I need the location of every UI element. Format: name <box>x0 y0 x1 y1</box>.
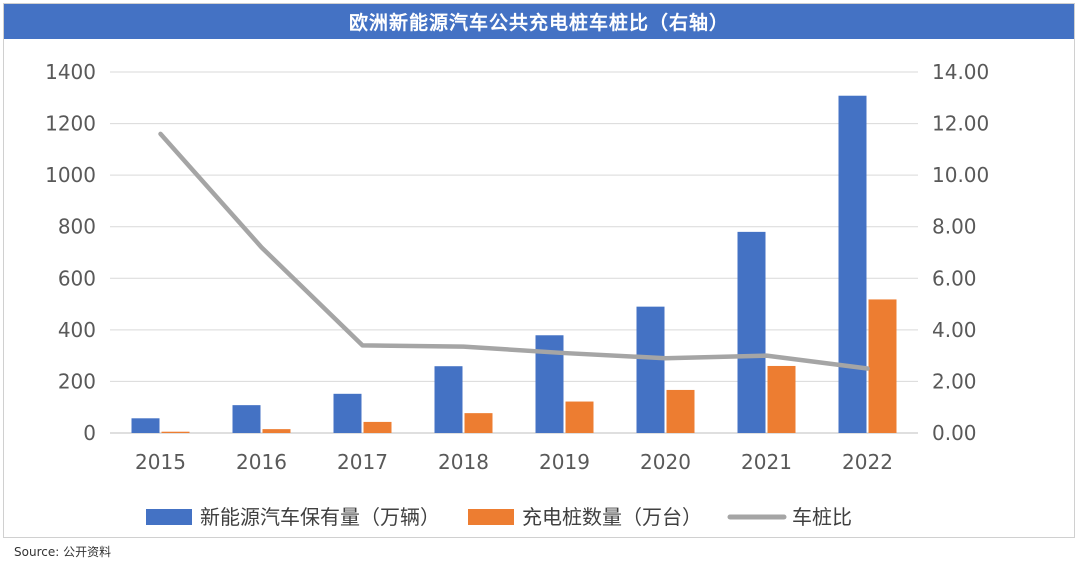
legend-swatch-charger-count <box>468 509 514 525</box>
ratio-series-line <box>158 131 870 371</box>
left-axis-tick-label: 0 <box>83 421 96 445</box>
grid-lines <box>110 71 918 434</box>
legend: 新能源汽车保有量（万辆） 充电桩数量（万台） 车桩比 <box>146 505 852 529</box>
legend-label: 新能源汽车保有量（万辆） <box>200 505 440 529</box>
left-axis-tick-label: 200 <box>58 369 96 393</box>
x-axis-tick-label: 2016 <box>236 450 287 474</box>
left-axis-tick-label: 600 <box>58 266 96 290</box>
bar-charger-count <box>565 401 594 433</box>
legend-label: 车桩比 <box>792 505 852 529</box>
left-axis-tick-label: 400 <box>58 318 96 342</box>
right-axis: 0.00 2.00 4.00 6.00 8.00 10.00 12.00 14.00 <box>932 60 989 445</box>
left-axis-tick-label: 1200 <box>45 112 96 136</box>
x-axis-tick-label: 2017 <box>337 450 388 474</box>
right-axis-tick-label: 8.00 <box>932 215 977 239</box>
ratio-line <box>158 131 870 371</box>
right-axis-tick-label: 6.00 <box>932 266 977 290</box>
right-axis-tick-label: 4.00 <box>932 318 977 342</box>
bar-ev-stock <box>636 306 665 433</box>
left-axis-tick-label: 1400 <box>45 60 96 84</box>
bar-charger-count <box>666 389 695 433</box>
right-axis-tick-label: 12.00 <box>932 112 989 136</box>
source-note: Source: 公开资料 <box>14 545 112 559</box>
bar-ev-stock <box>232 405 261 433</box>
bar-charger-count <box>464 413 493 433</box>
right-axis-tick-label: 0.00 <box>932 421 977 445</box>
left-axis-tick-label: 800 <box>58 215 96 239</box>
right-axis-tick-label: 2.00 <box>932 369 977 393</box>
chart-title: 欧洲新能源汽车公共充电桩车桩比（右轴） <box>4 4 1074 39</box>
bar-charger-count <box>767 365 796 433</box>
x-axis-tick-label: 2020 <box>640 450 691 474</box>
x-axis-tick-label: 2021 <box>741 450 792 474</box>
chart-frame <box>3 3 1075 538</box>
bar-ev-stock <box>737 231 766 433</box>
x-axis-tick-label: 2018 <box>438 450 489 474</box>
bar-ev-stock <box>131 418 160 433</box>
legend-swatch-ev-stock <box>146 509 192 525</box>
right-axis-tick-label: 10.00 <box>932 163 989 187</box>
bar-ev-stock <box>838 95 867 434</box>
x-axis-tick-label: 2015 <box>135 450 186 474</box>
right-axis-tick-label: 14.00 <box>932 60 989 84</box>
left-axis-tick-label: 1000 <box>45 163 96 187</box>
x-axis-tick-label: 2022 <box>842 450 893 474</box>
bar-charger-count <box>262 429 291 433</box>
bar-charger-count <box>363 421 392 433</box>
bar-charger-count <box>868 299 897 433</box>
bars <box>131 95 897 434</box>
x-axis-tick-label: 2019 <box>539 450 590 474</box>
legend-label: 充电桩数量（万台） <box>522 505 702 529</box>
left-axis: 0 200 400 600 800 1000 1200 1400 <box>45 60 96 445</box>
bar-charger-count <box>161 431 190 433</box>
bar-ev-stock <box>333 393 362 433</box>
x-axis: 2015 2016 2017 2018 2019 2020 2021 2022 <box>135 450 893 474</box>
bar-ev-stock <box>434 366 463 433</box>
